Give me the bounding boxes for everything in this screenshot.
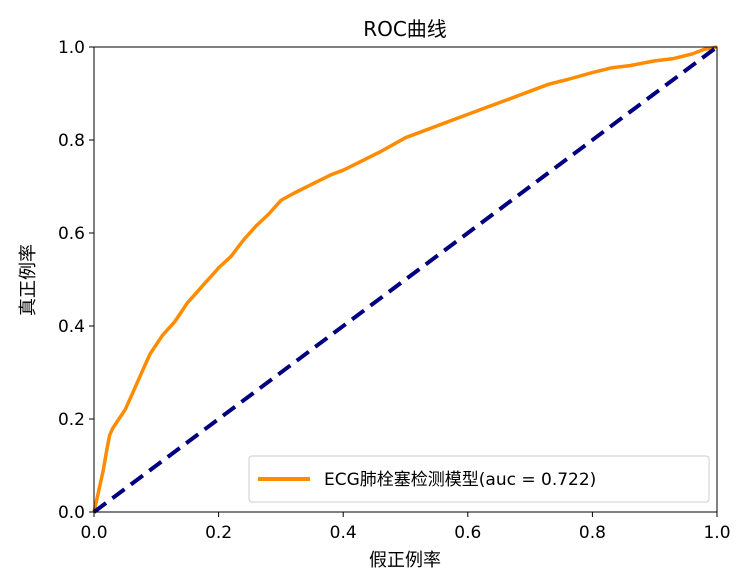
y-tick-label: 0.6 [58, 224, 85, 244]
x-tick-label: 0.4 [330, 523, 357, 543]
plot-series [92, 45, 719, 514]
x-tick-label: 0.8 [579, 523, 606, 543]
roc-curve-line [92, 45, 718, 513]
x-tick-label: 0.0 [80, 523, 107, 543]
x-tick-label: 0.6 [454, 523, 481, 543]
y-tick-label: 0.8 [58, 131, 85, 151]
y-tick-label: 0.0 [58, 503, 85, 523]
x-axis-ticks: 0.0 0.2 0.4 0.6 0.8 1.0 [80, 512, 731, 543]
y-axis-label: 真正例率 [18, 244, 39, 316]
y-tick-label: 0.2 [58, 410, 85, 430]
x-tick-label: 1.0 [703, 523, 730, 543]
x-tick-label: 0.2 [205, 523, 232, 543]
y-tick-label: 1.0 [58, 38, 85, 58]
chart-title: ROC曲线 [363, 17, 447, 41]
y-axis-ticks: 0.0 0.2 0.4 0.6 0.8 1.0 [58, 38, 94, 523]
legend-label: ECG肺栓塞检测模型(auc = 0.722) [324, 470, 596, 490]
y-tick-label: 0.4 [58, 317, 85, 337]
legend: ECG肺栓塞检测模型(auc = 0.722) [248, 455, 710, 503]
diagonal-reference-line [92, 45, 719, 514]
x-axis-label: 假正例率 [369, 550, 441, 571]
legend-box [248, 455, 710, 503]
plot-frame [93, 46, 718, 513]
